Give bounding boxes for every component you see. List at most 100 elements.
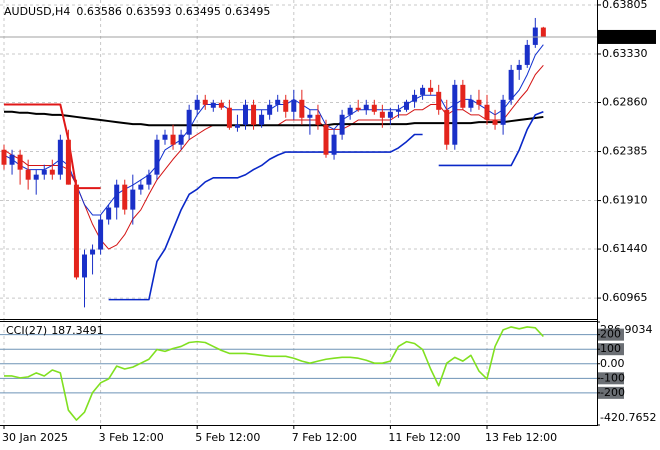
candle-body [41,169,47,175]
candle-body [98,219,104,250]
level-label-box [598,343,624,356]
candle-body [436,91,442,110]
candle-body [468,99,474,108]
current-price-box [598,29,656,44]
candle-body [387,111,393,118]
candle-body [162,134,168,140]
candle-body [122,184,128,210]
candle-body [170,134,176,145]
y2-tick-label: 0.00 [600,357,625,370]
candle-body [218,102,224,108]
candle-body [259,114,265,125]
candle-body [524,44,530,65]
candle-body [90,249,96,255]
candle-body [82,254,87,278]
labels: 0.63805 0.63330 0.62860 0.62385 0.61910 0.614… [2,0,656,444]
candle-body [452,84,458,145]
candle-body [291,99,297,112]
candle-body [57,139,63,175]
low-value: 0.63495 [175,5,221,18]
candle-body [500,99,506,125]
candle-body [532,27,538,45]
chart-header: AUDUSD,H4 0.63586 0.63593 0.63495 0.63495 [4,5,270,18]
candle-body [428,87,434,92]
x-tick-label: 7 Feb 12:00 [292,431,357,444]
y2-tick-label: -200 [600,386,625,399]
candle-body [404,101,409,110]
candle-body [243,104,248,125]
indicator-value: 187.3491 [51,324,104,337]
candle-body [146,174,152,185]
current-price-label: 0.63495 [601,30,647,43]
candle-body [484,104,490,120]
y-tick-label: 0.61910 [602,194,648,207]
candle-body [460,84,466,108]
overlay-line [4,103,101,190]
candle-body [283,99,289,112]
level-label-box [598,386,624,399]
y-tick-label: 0.62385 [602,145,648,158]
y-tick-label: 0.63805 [602,0,648,11]
candle-body [65,139,71,185]
candle-body [251,104,257,125]
candle-body [363,104,369,110]
candle-body [347,107,353,115]
level-label-box [598,328,624,341]
close-value: 0.63495 [225,5,271,18]
marks [0,17,597,421]
candle-body [267,104,273,115]
candle-body [17,154,23,170]
candle-body [379,111,385,118]
candle-body [25,169,31,180]
candle-body [476,99,482,105]
y2-tick-label: -420.7652 [600,411,656,424]
candle-body [178,134,184,145]
y2-tick-label: -100 [600,371,625,384]
candle-body [412,94,418,102]
candle-body [492,119,498,125]
candle-body [420,87,426,95]
x-tick-label: 13 Feb 12:00 [485,431,557,444]
y-tick-label: 0.62860 [602,95,648,108]
symbol: AUDUSD,H4 [4,5,70,18]
candle-body [33,174,39,180]
open-value: 0.63586 [76,5,122,18]
candle-body [355,107,361,110]
grid [0,0,597,425]
high-value: 0.63593 [126,5,172,18]
x-tick-label: 5 Feb 12:00 [195,431,260,444]
candle-body [275,99,281,105]
candle-body [106,207,112,220]
x-tick-label: 11 Feb 12:00 [388,431,460,444]
candle-body [339,114,345,135]
candle-body [9,154,15,165]
overlay-line [108,111,544,301]
y2-tick-label: 100 [600,342,621,355]
candle-body [395,109,401,112]
y-tick-label: 0.61440 [602,242,648,255]
candle-body [226,107,232,128]
candle-body [444,109,450,145]
candle-body [516,64,522,70]
candle-body [331,134,337,155]
candle-body [210,102,216,108]
y2-tick-label: 200 [600,328,621,341]
x-tick-label: 30 Jan 2025 [2,431,68,444]
candle-body [73,184,79,278]
candle-body [234,124,240,128]
x-tick-label: 3 Feb 12:00 [99,431,164,444]
indicator-line [4,326,544,421]
candle-body [1,149,7,165]
candle-body [202,99,208,105]
candle-body [307,114,313,118]
candle-body [130,189,136,210]
candle-body [323,124,329,155]
level-label-box [598,372,624,385]
candle-body [186,109,192,135]
y-tick-label: 0.63330 [602,47,648,60]
candle-body [540,27,546,37]
y-tick-label: 0.60965 [602,291,648,304]
